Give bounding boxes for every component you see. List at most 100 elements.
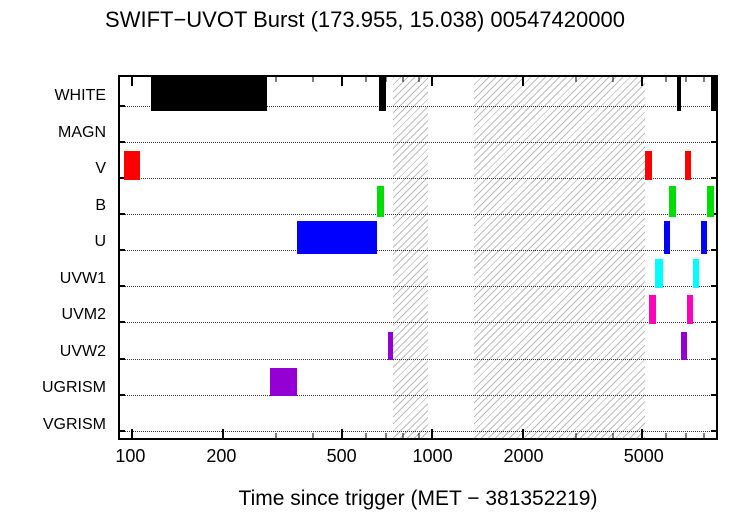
x-tick-minor xyxy=(312,77,314,82)
y-tick-left xyxy=(120,249,125,252)
x-tick-major xyxy=(341,429,344,438)
x-tick-minor xyxy=(385,433,387,438)
x-tick-major xyxy=(431,429,434,438)
x-tick-label: 1000 xyxy=(412,446,453,466)
y-tick-left xyxy=(120,357,125,360)
x-axis-tick-labels: 100 200 500 1000 2000 5000 xyxy=(115,446,718,468)
chart-title: SWIFT−UVOT Burst (173.955, 15.038) 00547… xyxy=(105,7,625,32)
y-tick-left xyxy=(120,429,125,432)
exposure-bar xyxy=(685,151,691,180)
grid-line xyxy=(120,358,716,360)
grid-line xyxy=(120,105,716,107)
x-tick-minor xyxy=(385,77,387,82)
x-tick-label: 100 xyxy=(115,446,146,466)
x-tick-minor xyxy=(575,77,577,82)
x-tick-major xyxy=(221,429,224,438)
hatched-region xyxy=(473,77,645,438)
x-tick-minor xyxy=(312,433,314,438)
exposure-bar xyxy=(681,332,688,360)
grid-line xyxy=(120,394,716,396)
x-tick-minor xyxy=(612,77,614,82)
x-tick-minor xyxy=(703,77,705,82)
y-tick-left xyxy=(120,104,125,107)
exposure-bar xyxy=(124,151,140,180)
grid-line xyxy=(120,141,716,143)
x-tick-major xyxy=(521,77,524,86)
y-tick-left xyxy=(120,213,125,216)
x-tick-major xyxy=(521,429,524,438)
exposure-bar xyxy=(648,295,657,325)
exposure-bar xyxy=(387,332,394,360)
hatched-region xyxy=(393,77,428,438)
x-axis-label: Time since trigger (MET − 381352219) xyxy=(238,487,598,510)
x-tick-major xyxy=(431,77,434,86)
x-tick-label: 200 xyxy=(206,446,237,466)
y-tick-left xyxy=(120,285,125,288)
x-tick-major xyxy=(131,429,134,438)
x-tick-minor xyxy=(365,77,367,82)
row-label-b: B xyxy=(95,196,106,214)
plot-area xyxy=(118,75,718,440)
y-tick-right xyxy=(711,140,716,143)
grid-line xyxy=(120,178,716,180)
x-tick-minor xyxy=(275,433,277,438)
x-tick-minor xyxy=(612,433,614,438)
exposure-bar xyxy=(297,221,378,255)
x-tick-minor xyxy=(575,433,577,438)
row-label-u: U xyxy=(94,233,106,251)
exposure-bar xyxy=(269,367,298,397)
exposure-bar xyxy=(377,185,385,218)
exposure-bar xyxy=(663,221,671,255)
x-tick-major xyxy=(131,77,134,86)
x-tick-major xyxy=(641,77,644,86)
x-tick-label: 2000 xyxy=(503,446,544,466)
exposure-bar xyxy=(701,221,707,255)
y-tick-right xyxy=(711,429,716,432)
x-tick-minor xyxy=(365,433,367,438)
x-tick-label: 500 xyxy=(326,446,357,466)
row-label-uvw1: UVW1 xyxy=(59,269,106,287)
x-tick-major xyxy=(221,77,224,86)
y-tick-right xyxy=(711,357,716,360)
y-tick-right xyxy=(711,177,716,180)
x-tick-minor xyxy=(418,433,420,438)
grid-line xyxy=(120,430,716,432)
y-tick-right xyxy=(711,321,716,324)
grid-line xyxy=(120,286,716,288)
x-tick-minor xyxy=(275,77,277,82)
exposure-bar xyxy=(710,77,716,112)
y-tick-right xyxy=(711,249,716,252)
x-tick-minor xyxy=(665,433,667,438)
x-tick-label: 5000 xyxy=(623,446,664,466)
exposure-bar xyxy=(379,77,386,112)
x-tick-minor xyxy=(703,433,705,438)
y-tick-left xyxy=(120,321,125,324)
exposure-bar xyxy=(676,77,682,112)
y-tick-left xyxy=(120,140,125,143)
row-label-magn: MAGN xyxy=(58,123,106,141)
x-tick-minor xyxy=(402,77,404,82)
exposure-bar xyxy=(150,77,267,112)
x-tick-minor xyxy=(402,433,404,438)
exposure-bar xyxy=(692,259,700,289)
grid-line xyxy=(120,214,716,216)
row-label-white: WHITE xyxy=(54,87,106,105)
exposure-bar xyxy=(654,259,663,289)
row-label-v: V xyxy=(95,160,106,178)
grid-line xyxy=(120,250,716,252)
x-tick-major xyxy=(341,77,344,86)
x-tick-minor xyxy=(685,433,687,438)
y-tick-left xyxy=(120,393,125,396)
row-label-uvw2: UVW2 xyxy=(59,342,106,360)
y-tick-right xyxy=(711,285,716,288)
exposure-bar xyxy=(669,185,677,218)
exposure-bar xyxy=(644,151,653,180)
y-axis-labels: WHITE MAGN V B U UVW1 UVM2 UVW2 UGRISM VGRISM xyxy=(0,75,112,440)
x-tick-minor xyxy=(418,77,420,82)
x-tick-minor xyxy=(685,77,687,82)
grid-line xyxy=(120,322,716,324)
row-label-ugrism: UGRISM xyxy=(42,379,106,397)
exposure-bar xyxy=(706,185,714,218)
y-tick-right xyxy=(711,393,716,396)
